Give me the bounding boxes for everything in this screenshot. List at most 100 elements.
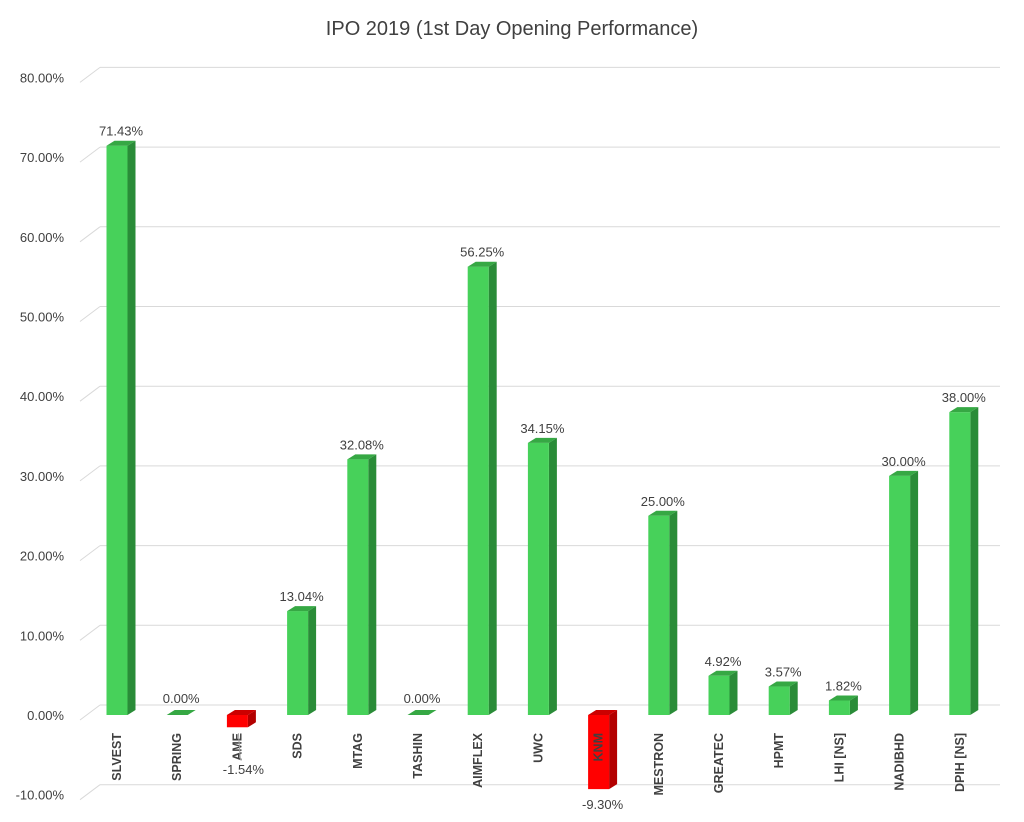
gridlines xyxy=(79,66,1000,801)
bar-front xyxy=(708,675,730,715)
bar-nadibhd xyxy=(889,470,919,715)
bar-side xyxy=(970,407,979,715)
x-category-label: UWC xyxy=(531,733,545,763)
x-axis-categories: SLVEST SPRING AME SDS MTAG TASHIN AIMFLEX UWC KN… xyxy=(110,732,967,795)
y-tick-label: 0.00% xyxy=(27,708,64,723)
data-label: 13.04% xyxy=(280,589,325,604)
bar-hpmt xyxy=(768,681,798,715)
y-tick-label: 70.00% xyxy=(20,150,65,165)
bar-front xyxy=(949,412,971,715)
data-label: 56.25% xyxy=(460,245,505,260)
y-axis-ticks: -10.00% 0.00% 10.00% 20.00% 30.00% 40.00% 50.0… xyxy=(16,70,65,802)
bar-top xyxy=(889,470,919,476)
gridline xyxy=(79,66,1000,83)
bar-top xyxy=(106,140,136,146)
x-category-label: HPMT xyxy=(772,733,786,769)
data-labels: 71.43% 0.00% -1.54% 13.04% 32.08% 0.00% 56.25%… xyxy=(99,124,986,812)
bar-front xyxy=(828,700,850,715)
x-category-label: SPRING xyxy=(170,733,184,781)
bar-front xyxy=(347,459,369,715)
bar-top xyxy=(166,710,196,715)
x-category-label: LHI [NS] xyxy=(832,733,846,782)
bar-top xyxy=(828,695,858,701)
data-label: 3.57% xyxy=(765,665,802,680)
x-category-label: SDS xyxy=(291,733,305,759)
y-tick-label: -10.00% xyxy=(16,788,65,803)
gridline xyxy=(79,146,1000,163)
bar-side xyxy=(247,710,256,728)
data-label: 71.43% xyxy=(99,124,144,139)
data-label: -9.30% xyxy=(582,797,624,812)
x-category-label: MESTRON xyxy=(652,733,666,796)
x-category-label: TASHIN xyxy=(411,733,425,779)
data-label: 0.00% xyxy=(163,691,200,706)
bar-side xyxy=(729,670,738,715)
x-category-label: DPIH [NS] xyxy=(953,733,967,792)
gridline xyxy=(79,385,1000,402)
x-category-label: GREATEC xyxy=(712,733,726,793)
bar-top xyxy=(949,407,979,413)
y-tick-label: 80.00% xyxy=(20,70,65,85)
x-category-label: SLVEST xyxy=(110,733,124,781)
bar-front xyxy=(768,686,790,715)
bar-side xyxy=(127,140,136,716)
bar-side xyxy=(789,681,798,715)
data-label: 4.92% xyxy=(705,654,742,669)
bar-mestron xyxy=(648,510,678,715)
bar-side xyxy=(849,695,858,715)
bar-mtag xyxy=(347,454,377,715)
bar-knm xyxy=(588,710,618,790)
bar-tashin xyxy=(407,710,437,715)
gridline xyxy=(79,226,1000,243)
x-category-label: AME xyxy=(230,733,244,761)
y-tick-label: 10.00% xyxy=(20,628,65,643)
bar-top xyxy=(347,454,377,460)
bar-spring xyxy=(166,710,196,715)
data-label: 32.08% xyxy=(340,437,385,452)
bar-ame xyxy=(226,710,256,728)
bar-front xyxy=(287,611,309,715)
bar-dpih-ns- xyxy=(949,407,979,715)
x-category-label: KNM xyxy=(592,733,606,761)
bar-top xyxy=(588,710,618,715)
bar-front xyxy=(226,715,248,728)
bar-side xyxy=(669,510,678,715)
bar-top xyxy=(708,670,738,676)
bar-sds xyxy=(287,606,317,715)
data-label: 1.82% xyxy=(825,678,862,693)
bar-top xyxy=(648,510,678,516)
bar-front xyxy=(889,475,911,715)
bar-side xyxy=(488,261,497,715)
bar-side xyxy=(308,606,317,715)
x-category-label: AIMFLEX xyxy=(471,732,485,788)
bar-front xyxy=(648,515,670,715)
y-tick-label: 30.00% xyxy=(20,469,65,484)
leader-line xyxy=(237,733,241,761)
bar-slvest xyxy=(106,140,136,716)
bar-front xyxy=(106,145,128,716)
bar-side xyxy=(368,454,377,715)
bar-top xyxy=(467,261,497,267)
bar-top xyxy=(407,710,437,715)
bar-side xyxy=(910,470,919,715)
data-label: 30.00% xyxy=(882,454,927,469)
bar-top xyxy=(287,606,317,612)
bar-lhi-ns- xyxy=(828,695,858,715)
x-category-label: MTAG xyxy=(351,733,365,769)
y-tick-label: 40.00% xyxy=(20,389,65,404)
y-tick-label: 20.00% xyxy=(20,549,65,564)
x-category-label: NADIBHD xyxy=(893,733,907,791)
data-label: -1.54% xyxy=(223,762,265,777)
bar-aimflex xyxy=(467,261,497,715)
bar-top xyxy=(768,681,798,687)
y-tick-label: 50.00% xyxy=(20,310,65,325)
gridline xyxy=(79,784,1000,801)
y-tick-label: 60.00% xyxy=(20,230,65,245)
data-label: 25.00% xyxy=(641,494,686,509)
bar-greatec xyxy=(708,670,738,715)
bar-uwc xyxy=(527,437,557,715)
gridline xyxy=(79,306,1000,322)
data-label: 38.00% xyxy=(942,390,987,405)
